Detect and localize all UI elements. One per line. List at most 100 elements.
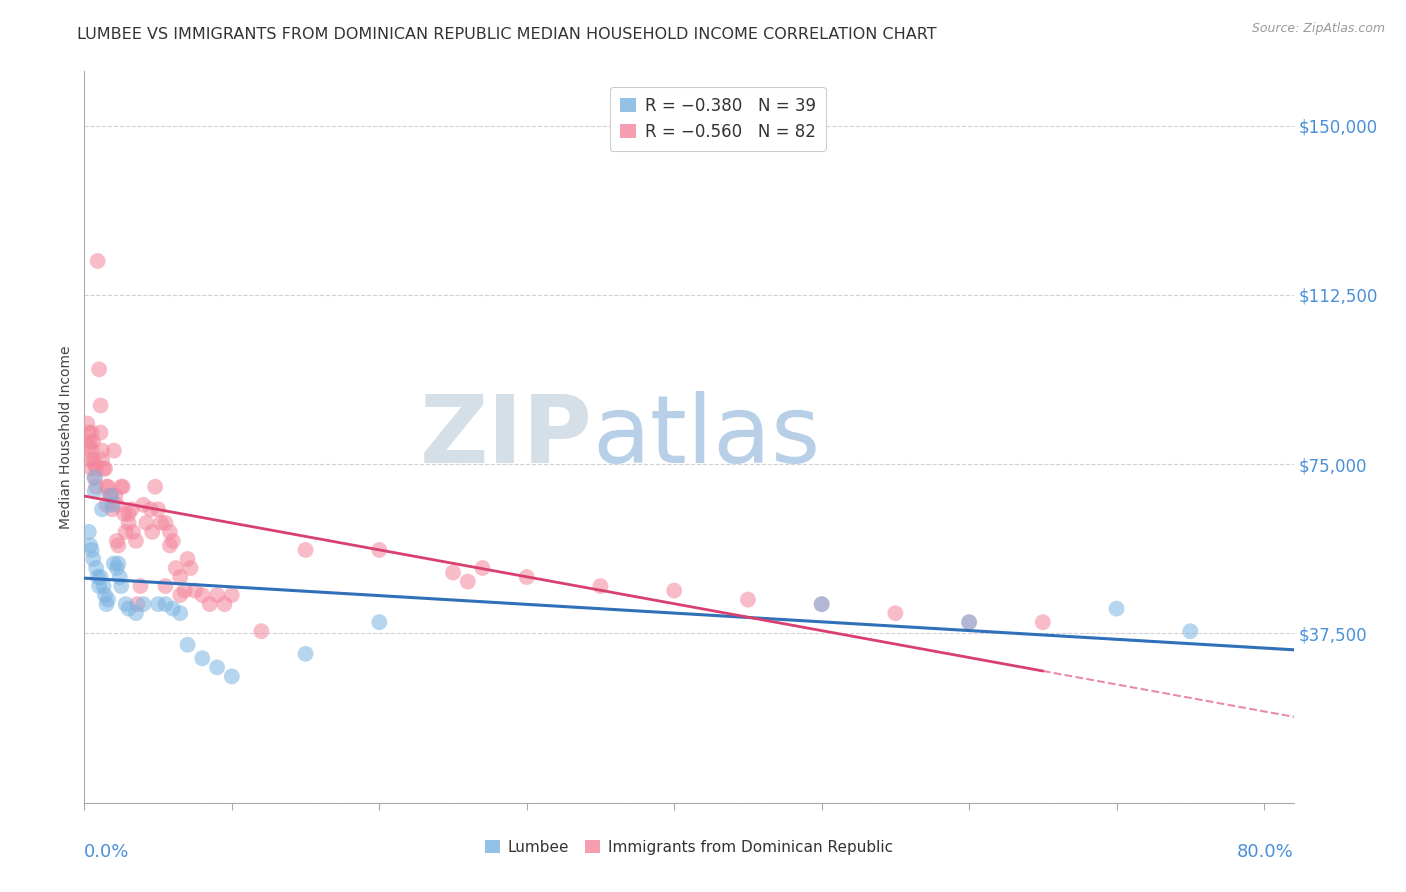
Point: [84, 480, 107, 494]
Point: [84, 461, 107, 475]
Point: [79, 434, 101, 449]
Point: [294, 543, 316, 558]
Point: [125, 533, 148, 548]
Point: [87, 362, 110, 376]
Point: [103, 443, 125, 458]
Point: [150, 516, 173, 530]
Text: Source: ZipAtlas.com: Source: ZipAtlas.com: [1251, 22, 1385, 36]
Point: [159, 538, 181, 552]
Point: [105, 561, 128, 575]
Point: [77, 524, 100, 539]
Point: [79, 452, 101, 467]
Point: [83, 457, 105, 471]
Point: [98, 489, 121, 503]
Point: [129, 579, 152, 593]
Point: [101, 498, 124, 512]
Point: [101, 502, 124, 516]
Text: 0.0%: 0.0%: [84, 843, 129, 861]
Point: [884, 606, 907, 620]
Point: [1105, 601, 1128, 615]
Point: [83, 471, 105, 485]
Point: [86, 254, 108, 268]
Point: [169, 570, 191, 584]
Point: [93, 579, 115, 593]
Point: [100, 489, 122, 503]
Point: [221, 669, 243, 683]
Point: [83, 471, 105, 485]
Point: [184, 583, 207, 598]
Point: [205, 660, 228, 674]
Point: [111, 480, 134, 494]
Point: [90, 399, 112, 413]
Point: [810, 597, 832, 611]
Point: [737, 592, 759, 607]
Point: [589, 579, 612, 593]
Point: [112, 507, 135, 521]
Point: [143, 480, 166, 494]
Point: [96, 498, 118, 512]
Point: [125, 606, 148, 620]
Point: [105, 498, 128, 512]
Point: [80, 461, 103, 475]
Point: [471, 561, 494, 575]
Point: [162, 601, 184, 615]
Point: [114, 524, 136, 539]
Text: ZIP: ZIP: [419, 391, 592, 483]
Point: [94, 461, 117, 475]
Point: [100, 489, 122, 503]
Point: [127, 597, 149, 611]
Point: [155, 597, 177, 611]
Point: [173, 583, 195, 598]
Text: atlas: atlas: [592, 391, 821, 483]
Point: [1032, 615, 1054, 630]
Point: [205, 588, 228, 602]
Point: [368, 543, 391, 558]
Point: [93, 461, 115, 475]
Point: [86, 570, 108, 584]
Point: [221, 588, 243, 602]
Point: [77, 425, 100, 440]
Point: [87, 579, 110, 593]
Point: [77, 439, 100, 453]
Point: [664, 583, 686, 598]
Point: [110, 480, 132, 494]
Point: [80, 543, 103, 558]
Point: [91, 443, 114, 458]
Point: [122, 524, 145, 539]
Point: [121, 502, 143, 516]
Point: [135, 516, 157, 530]
Point: [165, 561, 187, 575]
Point: [97, 592, 120, 607]
Point: [198, 597, 221, 611]
Point: [155, 516, 177, 530]
Point: [80, 425, 103, 440]
Y-axis label: Median Household Income: Median Household Income: [59, 345, 73, 529]
Point: [94, 588, 117, 602]
Point: [97, 480, 120, 494]
Point: [141, 524, 163, 539]
Point: [516, 570, 538, 584]
Point: [155, 579, 177, 593]
Text: LUMBEE VS IMMIGRANTS FROM DOMINICAN REPUBLIC MEDIAN HOUSEHOLD INCOME CORRELATION: LUMBEE VS IMMIGRANTS FROM DOMINICAN REPU…: [77, 27, 936, 42]
Point: [191, 588, 214, 602]
Point: [139, 502, 162, 516]
Point: [84, 561, 107, 575]
Point: [180, 561, 202, 575]
Point: [250, 624, 273, 639]
Point: [114, 597, 136, 611]
Point: [146, 502, 169, 516]
Point: [368, 615, 391, 630]
Point: [294, 647, 316, 661]
Point: [169, 588, 191, 602]
Point: [110, 579, 132, 593]
Point: [104, 489, 127, 503]
Point: [96, 597, 118, 611]
Point: [90, 425, 112, 440]
Point: [132, 597, 155, 611]
Point: [82, 434, 104, 449]
Point: [191, 651, 214, 665]
Point: [957, 615, 980, 630]
Point: [80, 443, 103, 458]
Point: [159, 524, 181, 539]
Point: [214, 597, 236, 611]
